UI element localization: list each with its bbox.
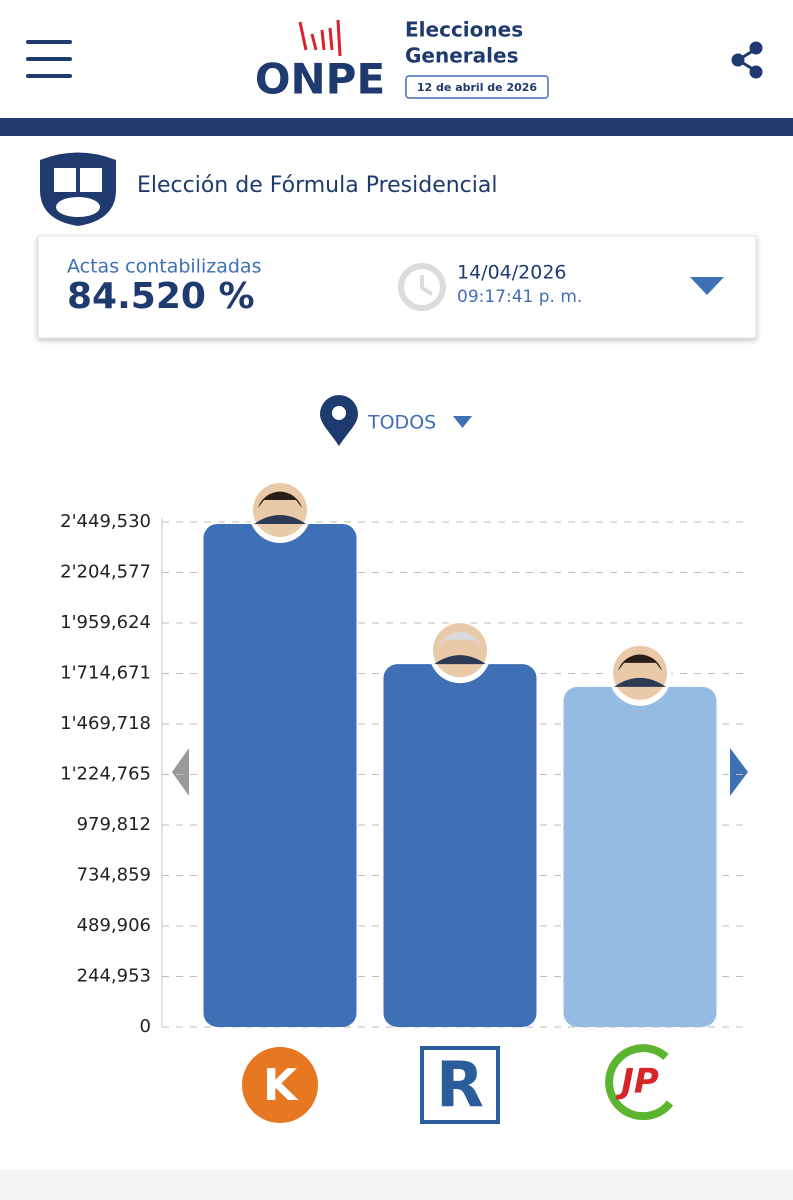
summary-date: 14/04/2026 (457, 262, 567, 284)
filter-arrow (453, 416, 472, 428)
logo-hand (298, 19, 342, 57)
share-dot (749, 65, 763, 79)
section-title: Elección de Fórmula Presidencial (137, 173, 498, 198)
party-logo-shape (605, 1044, 674, 1121)
brand: ONPE (255, 55, 385, 104)
shield-part (80, 168, 102, 192)
candidate-photo (253, 482, 307, 537)
y-tick-label: 0 (140, 1016, 151, 1037)
party-logo: R (436, 1048, 484, 1121)
menu-button[interactable] (26, 40, 72, 78)
coat-of-arms (40, 152, 116, 226)
candidate-photo-body (434, 655, 486, 665)
filter-button[interactable]: TODOS (320, 395, 472, 446)
y-tick-label: 734,859 (77, 865, 151, 886)
menu-line (26, 57, 72, 61)
shield-part (54, 168, 76, 192)
y-tick-label: 1'714,671 (60, 663, 151, 684)
party-logo: JP (615, 1062, 659, 1102)
header-bar (0, 118, 793, 136)
y-tick-label: 2'449,530 (60, 511, 151, 532)
date-badge (405, 75, 549, 99)
party-logo-shape (420, 1046, 500, 1124)
chart: 0 244,953 489,906 734,859 979,812 1'224,765 1'… (60, 480, 750, 1124)
footer-band (0, 1170, 793, 1200)
y-tick-label: 1'469,718 (60, 713, 151, 734)
next-arrow[interactable] (730, 748, 748, 796)
candidate-photo-hair (618, 654, 662, 671)
bar (203, 523, 357, 1027)
y-tick-label: 1'224,765 (60, 764, 151, 785)
event-line: Elecciones (405, 18, 523, 42)
prev-arrow[interactable] (172, 748, 189, 796)
bar (563, 686, 717, 1027)
clock-hand (420, 275, 434, 296)
party-logo-shape (242, 1047, 318, 1123)
candidate-photo-hair (438, 631, 482, 649)
summary-card[interactable] (37, 235, 757, 339)
share-dot (749, 41, 763, 55)
event-line: Generales (405, 44, 518, 68)
share-button[interactable] (731, 41, 763, 79)
menu-line (26, 40, 72, 44)
summary-time: 09:17:41 p. m. (457, 287, 582, 307)
summary-percent: 84.520 % (67, 276, 255, 317)
y-tick-label: 979,812 (77, 814, 151, 835)
clock-icon (398, 263, 446, 311)
menu-line (26, 74, 72, 78)
location-pin-hole (332, 406, 346, 420)
share-dot (731, 53, 745, 67)
candidate-photo-body (614, 677, 666, 687)
y-tick-label: 244,953 (77, 966, 151, 987)
candidate-photo-body (254, 514, 306, 524)
filter-label: TODOS (367, 412, 436, 434)
candidate-photo-hair (258, 491, 302, 508)
candidate-photo (613, 645, 667, 700)
party-logo: K (263, 1060, 299, 1111)
shield-part (56, 197, 100, 217)
y-tick-label: 1'959,624 (60, 612, 151, 633)
y-tick-label: 489,906 (77, 915, 151, 936)
bar (383, 664, 537, 1027)
dropdown-arrow[interactable] (690, 277, 724, 295)
event-date: 12 de abril de 2026 (417, 81, 538, 94)
candidate-photo (433, 623, 487, 678)
summary-label: Actas contabilizadas (67, 256, 261, 278)
location-pin (320, 395, 358, 446)
y-tick-label: 2'204,577 (60, 562, 151, 583)
